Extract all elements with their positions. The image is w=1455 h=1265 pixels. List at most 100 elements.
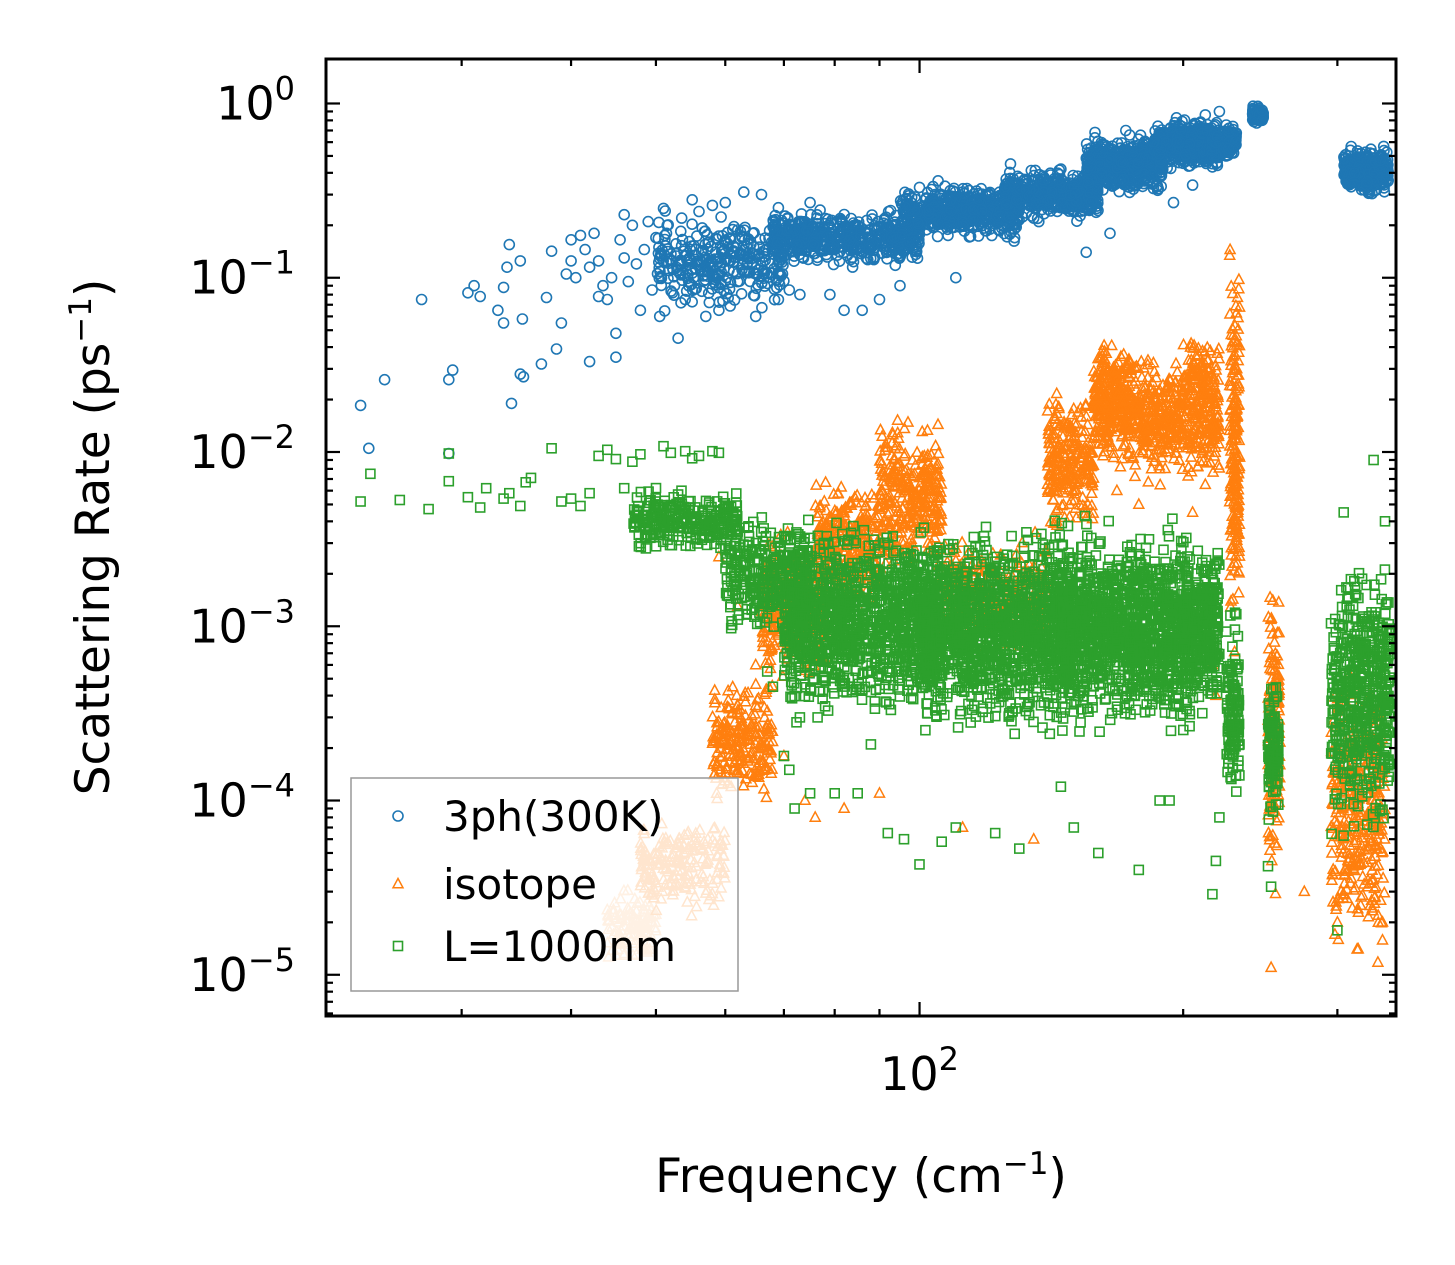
data-point xyxy=(860,228,873,240)
data-point xyxy=(712,252,725,265)
data-point xyxy=(728,294,741,306)
data-point xyxy=(866,213,879,225)
data-point xyxy=(731,267,744,280)
data-point xyxy=(771,237,784,249)
data-point xyxy=(742,237,754,250)
data-point xyxy=(832,226,845,239)
data-point xyxy=(679,269,691,282)
data-point xyxy=(1001,231,1013,243)
data-point xyxy=(681,254,693,267)
data-point xyxy=(958,225,971,237)
data-point xyxy=(923,205,935,217)
data-point xyxy=(894,250,907,263)
data-point xyxy=(735,287,748,300)
data-point xyxy=(800,245,813,257)
data-point xyxy=(847,255,860,268)
data-point xyxy=(911,206,924,218)
data-point xyxy=(833,255,846,268)
data-point xyxy=(944,198,957,210)
data-point xyxy=(666,286,679,299)
data-point xyxy=(960,203,972,216)
data-point xyxy=(840,220,853,233)
data-point xyxy=(942,229,954,242)
data-point xyxy=(838,208,851,221)
data-point xyxy=(724,255,737,267)
data-point xyxy=(856,246,869,259)
data-point xyxy=(715,277,727,289)
data-point xyxy=(686,218,698,230)
data-point xyxy=(893,243,906,255)
data-point xyxy=(808,231,821,243)
data-point xyxy=(653,261,666,274)
data-point xyxy=(816,230,829,243)
data-point xyxy=(895,220,908,232)
data-point xyxy=(757,264,770,277)
data-point xyxy=(707,260,719,272)
data-point xyxy=(736,231,748,244)
data-point xyxy=(659,205,672,217)
data-point xyxy=(682,276,695,288)
data-point xyxy=(655,279,668,292)
data-point xyxy=(899,201,911,214)
data-point xyxy=(721,226,734,239)
data-point xyxy=(796,251,809,264)
data-point xyxy=(975,204,988,216)
data-point xyxy=(872,215,884,228)
data-point xyxy=(717,245,730,257)
data-point xyxy=(896,228,909,241)
data-point xyxy=(810,212,823,224)
data-point xyxy=(756,301,768,314)
data-point xyxy=(927,221,940,234)
data-point xyxy=(955,191,967,203)
data-point xyxy=(738,224,751,236)
data-point xyxy=(784,223,797,235)
data-point xyxy=(670,238,682,250)
scatter-points xyxy=(354,100,1396,973)
data-point xyxy=(748,289,761,302)
data-point xyxy=(697,244,709,257)
data-point xyxy=(847,240,860,253)
data-point xyxy=(652,247,665,260)
data-point xyxy=(843,234,856,247)
data-point xyxy=(802,225,815,237)
data-point xyxy=(866,209,878,221)
data-point xyxy=(665,248,677,260)
data-point xyxy=(993,224,1006,237)
data-point xyxy=(775,237,787,250)
data-point xyxy=(717,294,729,307)
data-point xyxy=(746,256,758,269)
data-point xyxy=(932,205,944,217)
data-point xyxy=(694,255,707,268)
data-point xyxy=(863,242,876,255)
data-point xyxy=(768,283,781,295)
data-point xyxy=(660,227,673,240)
data-point xyxy=(897,214,910,227)
data-point xyxy=(831,238,844,251)
data-point xyxy=(750,282,763,295)
data-point xyxy=(902,188,915,200)
data-point xyxy=(788,250,801,262)
data-point xyxy=(736,248,749,261)
data-point xyxy=(874,231,886,243)
data-point xyxy=(967,204,980,216)
data-point xyxy=(699,225,712,237)
data-point xyxy=(753,253,766,266)
data-point xyxy=(992,212,1004,224)
data-point xyxy=(909,245,922,257)
data-point xyxy=(936,189,949,202)
data-point xyxy=(775,270,787,282)
data-point xyxy=(754,233,767,246)
data-point xyxy=(958,187,971,200)
data-point xyxy=(674,225,687,238)
data-point xyxy=(876,247,888,259)
data-point xyxy=(846,261,859,273)
data-point xyxy=(781,212,794,224)
data-point xyxy=(807,239,820,251)
data-point xyxy=(854,231,866,244)
data-point xyxy=(741,256,754,269)
data-point xyxy=(772,201,785,214)
data-point xyxy=(686,295,699,308)
data-point xyxy=(723,232,736,244)
data-point xyxy=(790,238,803,250)
